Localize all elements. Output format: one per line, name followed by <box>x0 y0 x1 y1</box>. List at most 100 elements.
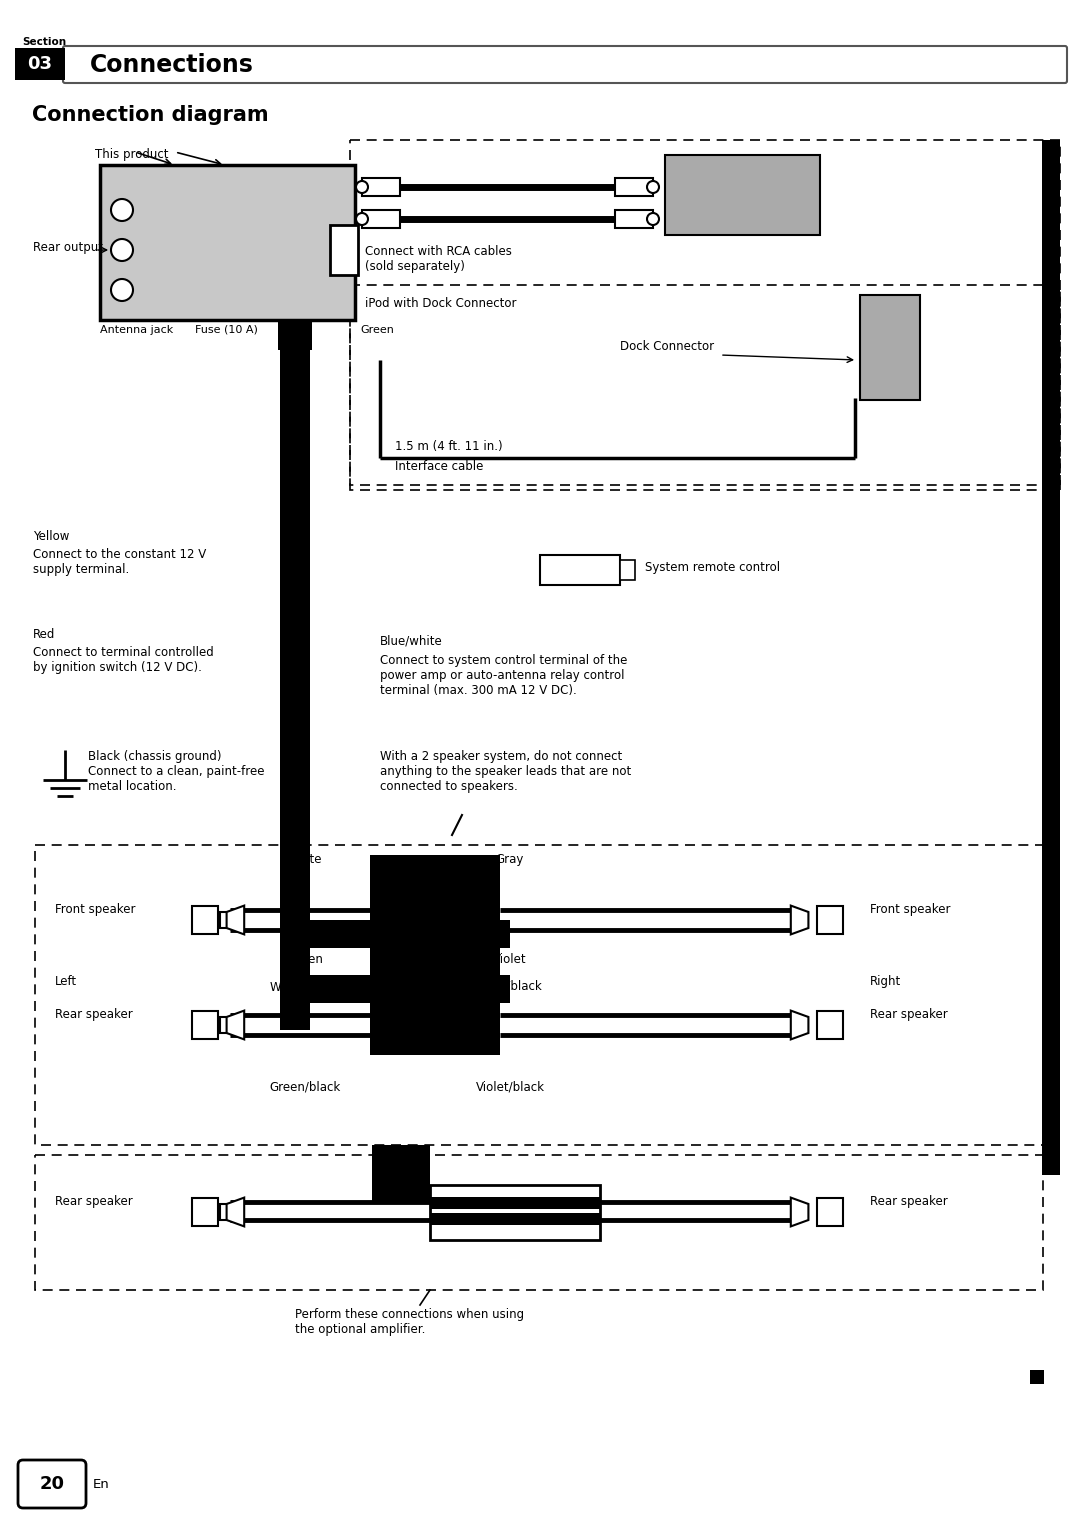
Text: Gray/black: Gray/black <box>478 980 542 992</box>
Text: +: + <box>201 1202 210 1212</box>
Text: Connections: Connections <box>90 54 254 76</box>
Bar <box>280 920 510 948</box>
Bar <box>280 976 510 1003</box>
Circle shape <box>647 180 659 193</box>
Text: Green/black: Green/black <box>269 1079 340 1093</box>
Bar <box>192 1197 218 1226</box>
Bar <box>816 1011 843 1040</box>
Text: Rear speaker: Rear speaker <box>55 1196 133 1208</box>
FancyBboxPatch shape <box>18 1460 86 1508</box>
Text: −: − <box>826 1214 834 1223</box>
Text: Power amp
(sold separately): Power amp (sold separately) <box>692 180 792 209</box>
Bar <box>192 1011 218 1040</box>
Text: iPod with Dock Connector: iPod with Dock Connector <box>365 297 516 310</box>
Polygon shape <box>791 905 809 934</box>
Bar <box>35 846 1043 1145</box>
Circle shape <box>111 199 133 222</box>
Text: +: + <box>826 1202 834 1212</box>
Text: Section: Section <box>22 37 66 47</box>
Text: −: − <box>201 1026 210 1037</box>
Bar <box>665 154 820 235</box>
Bar <box>278 320 312 350</box>
Text: 03: 03 <box>27 55 53 73</box>
Text: Violet: Violet <box>494 953 527 966</box>
Bar <box>220 1203 233 1220</box>
Circle shape <box>647 213 659 225</box>
Text: 1.5 m (4 ft. 11 in.): 1.5 m (4 ft. 11 in.) <box>395 440 502 453</box>
Bar <box>860 295 920 401</box>
Text: Green: Green <box>360 326 394 335</box>
Text: Interface cable: Interface cable <box>395 460 484 472</box>
Bar <box>430 1197 600 1209</box>
Text: Green: Green <box>287 953 323 966</box>
Text: Connect with RCA cables
(sold separately): Connect with RCA cables (sold separately… <box>365 245 512 274</box>
Bar <box>615 177 653 196</box>
Text: Rear speaker: Rear speaker <box>870 1008 948 1021</box>
Text: Black (chassis ground)
Connect to a clean, paint-free
metal location.: Black (chassis ground) Connect to a clea… <box>87 751 265 794</box>
Bar <box>540 555 620 586</box>
Text: Right: Right <box>870 976 901 988</box>
Text: 20: 20 <box>40 1475 65 1492</box>
Bar <box>1042 141 1059 1174</box>
Text: −: − <box>201 1214 210 1223</box>
Text: Yellow: Yellow <box>33 531 69 543</box>
Text: Blue/white: Blue/white <box>380 635 443 648</box>
Bar <box>615 209 653 228</box>
Text: Fuse (10 A): Fuse (10 A) <box>195 326 258 335</box>
Text: Dock Connector: Dock Connector <box>620 339 714 353</box>
Bar <box>220 1017 233 1034</box>
Bar <box>15 47 65 80</box>
Text: Front speaker: Front speaker <box>55 904 135 916</box>
Bar <box>620 560 635 579</box>
Bar <box>430 1185 600 1240</box>
Text: With a 2 speaker system, do not connect
anything to the speaker leads that are n: With a 2 speaker system, do not connect … <box>380 751 631 794</box>
Text: +: + <box>826 1015 834 1024</box>
Text: Violet/black: Violet/black <box>475 1079 544 1093</box>
Text: Antenna jack: Antenna jack <box>100 326 173 335</box>
Bar <box>816 1197 843 1226</box>
Polygon shape <box>791 1197 809 1226</box>
Text: +: + <box>201 910 210 920</box>
Text: Red: Red <box>33 628 55 641</box>
Text: Connect to the constant 12 V
supply terminal.: Connect to the constant 12 V supply term… <box>33 547 206 576</box>
Bar <box>330 225 357 275</box>
Text: Rear output: Rear output <box>33 242 103 254</box>
Text: Gray: Gray <box>496 853 524 865</box>
FancyBboxPatch shape <box>63 46 1067 83</box>
Polygon shape <box>227 905 244 934</box>
Bar <box>362 177 400 196</box>
Text: Perform these connections when using
the optional amplifier.: Perform these connections when using the… <box>295 1307 524 1336</box>
Bar <box>192 905 218 934</box>
Bar <box>372 1145 390 1203</box>
Bar <box>350 284 1059 485</box>
Text: White/black: White/black <box>270 980 340 992</box>
Circle shape <box>111 239 133 261</box>
Text: White: White <box>287 853 322 865</box>
Bar <box>350 141 1059 489</box>
Bar <box>220 911 233 928</box>
Bar <box>1030 1370 1044 1384</box>
Bar <box>796 911 809 928</box>
Circle shape <box>111 278 133 301</box>
Circle shape <box>356 180 368 193</box>
Text: System remote control: System remote control <box>645 561 780 575</box>
Text: Left: Left <box>55 976 77 988</box>
Bar <box>816 905 843 934</box>
Polygon shape <box>227 1197 244 1226</box>
Text: +: + <box>826 910 834 920</box>
Text: +: + <box>201 1015 210 1024</box>
Text: Connect to terminal controlled
by ignition switch (12 V DC).: Connect to terminal controlled by igniti… <box>33 645 214 674</box>
Bar <box>796 1017 809 1034</box>
Text: −: − <box>826 1026 834 1037</box>
Bar <box>35 1154 1043 1290</box>
Bar <box>372 1190 430 1200</box>
Text: Connect to system control terminal of the
power amp or auto-antenna relay contro: Connect to system control terminal of th… <box>380 654 627 697</box>
Text: Connection diagram: Connection diagram <box>32 106 269 125</box>
Text: En: En <box>93 1477 110 1491</box>
Text: −: − <box>826 922 834 931</box>
Text: −: − <box>201 922 210 931</box>
Bar <box>430 1212 600 1225</box>
Bar <box>796 1203 809 1220</box>
Bar <box>280 350 310 1031</box>
Circle shape <box>356 213 368 225</box>
